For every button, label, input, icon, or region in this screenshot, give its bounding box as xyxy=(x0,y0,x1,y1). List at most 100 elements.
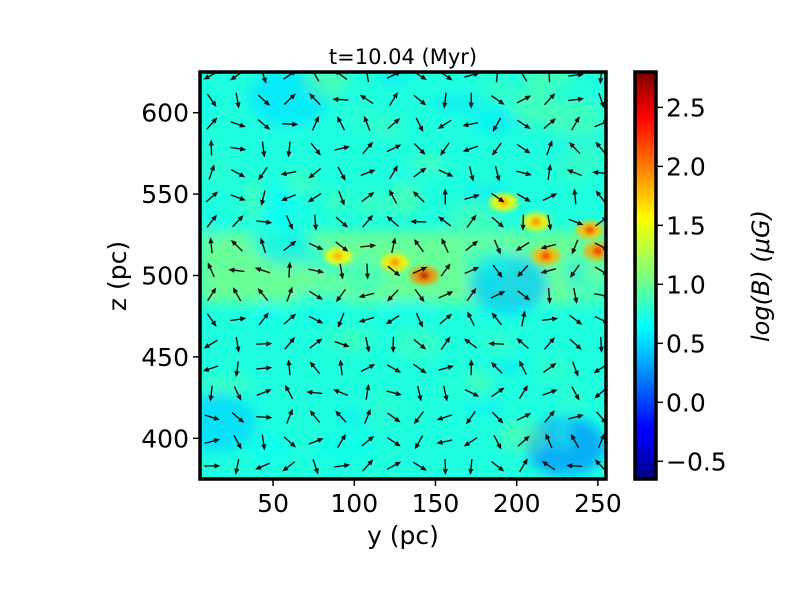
field-arrow xyxy=(312,214,319,231)
field-arrow xyxy=(468,359,474,376)
field-arrow xyxy=(438,291,454,299)
field-arrow xyxy=(360,364,376,373)
field-arrow xyxy=(443,385,449,402)
field-arrow xyxy=(360,169,376,177)
x-tick-label: 250 xyxy=(574,489,622,518)
field-arrow xyxy=(202,365,219,372)
field-arrow xyxy=(308,242,324,250)
field-arrow xyxy=(413,363,427,374)
y-tick-label: 550 xyxy=(141,180,189,209)
field-arrow xyxy=(231,412,245,423)
field-arrow xyxy=(235,336,241,353)
field-arrow xyxy=(595,141,606,155)
field-arrow xyxy=(335,216,349,228)
field-arrow xyxy=(334,145,351,151)
field-arrow xyxy=(360,243,377,249)
field-arrow xyxy=(205,191,219,203)
field-arrow xyxy=(569,314,583,325)
field-arrow xyxy=(334,340,350,348)
field-arrow xyxy=(310,142,321,156)
field-arrow xyxy=(206,93,217,108)
hotspot xyxy=(531,217,542,226)
field-arrow xyxy=(492,117,502,132)
y-axis-ticks: 400 450 500 550 600 xyxy=(141,99,200,453)
colorbar-ticks: −0.5 0.0 0.5 1.0 1.5 2.0 2.5 xyxy=(656,93,727,476)
hotspot xyxy=(389,258,400,267)
field-arrow xyxy=(519,458,528,473)
field-arrow xyxy=(440,263,451,277)
field-arrow xyxy=(206,117,218,130)
field-arrow xyxy=(385,315,400,325)
colorbar-tick-label: 0.0 xyxy=(666,388,706,417)
field-arrow xyxy=(491,461,505,472)
field-arrow xyxy=(230,194,246,201)
field-arrow xyxy=(228,267,245,273)
field-arrow xyxy=(439,313,453,325)
field-arrow xyxy=(364,263,371,280)
field-arrow xyxy=(462,122,479,128)
field-arrow xyxy=(541,461,556,471)
field-arrow xyxy=(598,72,604,85)
field-arrow xyxy=(540,243,557,250)
field-arrow xyxy=(309,338,323,349)
field-arrow xyxy=(234,361,240,378)
field-arrow xyxy=(570,433,580,448)
field-arrow xyxy=(256,341,273,347)
field-arrow xyxy=(442,458,448,475)
field-arrow xyxy=(309,93,321,106)
field-arrow xyxy=(490,291,506,299)
field-arrow xyxy=(468,458,474,475)
field-arrow xyxy=(256,389,272,396)
field-arrow xyxy=(494,165,501,182)
field-arrow xyxy=(544,337,556,350)
field-arrow xyxy=(569,338,582,350)
colorbar xyxy=(633,70,658,481)
field-arrow xyxy=(309,410,321,424)
field-arrow xyxy=(542,389,558,396)
field-arrow xyxy=(308,438,324,445)
field-arrow xyxy=(436,439,453,445)
field-arrow xyxy=(597,433,605,449)
field-arrow xyxy=(412,266,428,275)
field-arrow xyxy=(465,240,479,252)
field-arrow xyxy=(542,193,558,202)
field-arrow xyxy=(286,286,293,302)
field-arrow xyxy=(410,219,427,225)
hotspot xyxy=(592,247,603,256)
field-arrow xyxy=(516,337,529,350)
field-arrow xyxy=(598,92,605,109)
field-arrow xyxy=(335,241,349,252)
field-arrow xyxy=(571,116,580,131)
field-arrow xyxy=(332,389,349,396)
field-arrow xyxy=(468,92,474,109)
field-arrow xyxy=(516,170,532,177)
field-arrow xyxy=(414,435,424,450)
field-arrow xyxy=(208,385,214,402)
field-arrow xyxy=(515,241,530,251)
field-arrow xyxy=(417,385,423,402)
field-arrow xyxy=(415,312,423,328)
field-arrow xyxy=(540,268,557,274)
field-arrow xyxy=(235,92,241,109)
field-arrow xyxy=(364,408,371,424)
field-arrow xyxy=(467,311,475,327)
field-arrow xyxy=(517,435,530,447)
field-arrow xyxy=(437,119,452,129)
field-arrow xyxy=(571,239,579,255)
field-arrow xyxy=(207,262,215,278)
field-arrow xyxy=(261,72,267,84)
field-arrow xyxy=(230,146,247,152)
field-arrow xyxy=(257,288,269,301)
field-arrow xyxy=(208,164,215,180)
field-arrow xyxy=(208,139,214,156)
field-arrow xyxy=(257,94,271,106)
field-arrow xyxy=(338,190,345,206)
field-arrow xyxy=(440,142,450,156)
field-arrow xyxy=(544,410,555,423)
field-arrow xyxy=(595,190,606,204)
heatmap-image xyxy=(200,72,606,479)
field-arrow xyxy=(488,341,505,347)
chart-title: t=10.04 (Myr) xyxy=(329,45,477,69)
field-arrow xyxy=(206,214,217,228)
field-arrow xyxy=(545,433,553,449)
